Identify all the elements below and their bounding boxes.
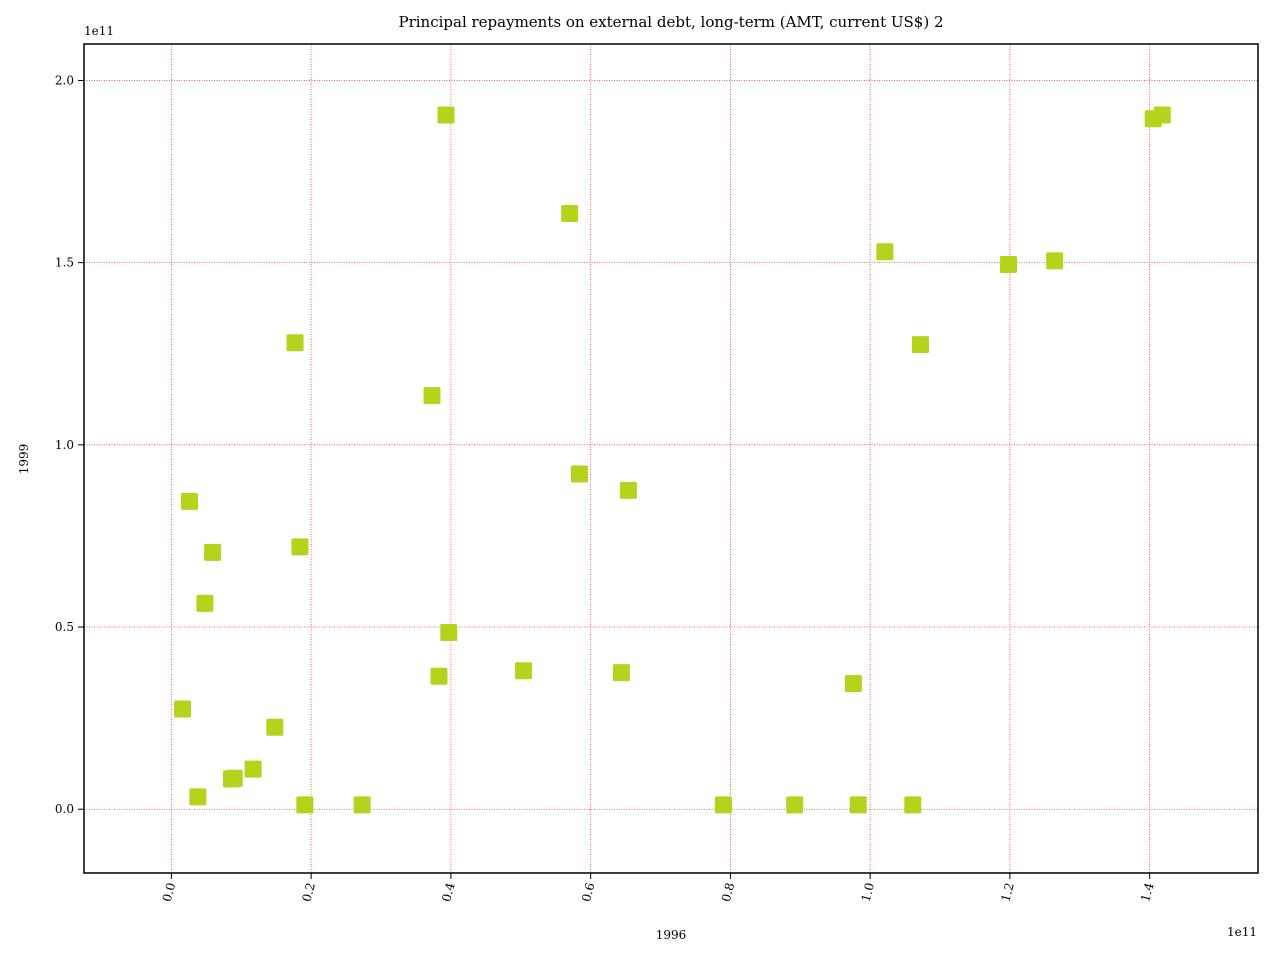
data-point — [619, 481, 637, 499]
data-point — [286, 334, 304, 352]
data-point — [296, 796, 314, 814]
y-tick-label: 1.5 — [55, 256, 74, 270]
x-tick-label: 0.6 — [579, 881, 597, 903]
x-tick-label: 0.2 — [300, 881, 318, 903]
data-point — [1153, 106, 1171, 124]
x-tick-label: 1.0 — [859, 881, 877, 903]
x-offset-label: 1e11 — [1227, 925, 1257, 939]
data-point — [196, 594, 214, 612]
data-point — [353, 796, 371, 814]
x-tick-label: 0.8 — [719, 881, 737, 903]
data-point — [225, 769, 243, 787]
data-points — [174, 106, 1171, 814]
data-point — [561, 204, 579, 222]
data-point — [570, 465, 588, 483]
y-tick-label: 0.0 — [55, 802, 74, 816]
data-point — [291, 538, 309, 556]
data-point — [440, 623, 458, 641]
data-point — [876, 243, 894, 261]
y-axis-ticks: 0.0 0.5 1.0 1.5 2.0 — [55, 73, 84, 816]
data-point — [204, 543, 222, 561]
data-point — [515, 662, 533, 680]
data-point — [1000, 255, 1018, 273]
data-point — [266, 718, 284, 736]
data-point — [904, 796, 922, 814]
data-point — [174, 700, 192, 718]
data-point — [430, 667, 448, 685]
chart-title: Principal repayments on external debt, l… — [398, 13, 943, 31]
data-point — [714, 796, 732, 814]
data-point — [423, 387, 441, 405]
x-tick-label: 0.0 — [160, 881, 178, 903]
data-point — [786, 796, 804, 814]
x-tick-label: 1.4 — [1138, 881, 1157, 903]
y-tick-label: 0.5 — [55, 620, 74, 634]
data-point — [244, 760, 262, 778]
data-point — [612, 664, 630, 682]
plot-frame — [83, 43, 1259, 874]
data-point — [849, 796, 867, 814]
y-tick-label: 1.0 — [55, 438, 74, 452]
x-tick-label: 1.2 — [998, 881, 1016, 903]
y-axis-label: 1999 — [17, 444, 31, 475]
data-point — [437, 106, 455, 124]
data-point — [1046, 252, 1064, 270]
x-tick-label: 0.4 — [439, 881, 458, 903]
x-axis-label: 1996 — [656, 928, 687, 942]
x-axis-ticks: 0.0 0.2 0.4 0.6 0.8 1.0 1.2 1.4 — [160, 873, 1157, 903]
data-point — [844, 675, 862, 693]
data-point — [189, 788, 207, 806]
y-tick-label: 2.0 — [55, 73, 74, 87]
data-point — [181, 492, 199, 510]
grid — [84, 44, 1258, 873]
data-point — [911, 336, 929, 354]
y-offset-label: 1e11 — [84, 24, 114, 38]
